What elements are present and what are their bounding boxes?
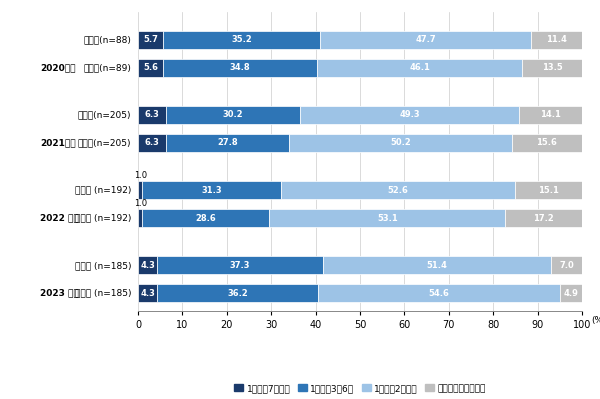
Text: 参加後 (n=185): 参加後 (n=185)	[75, 261, 131, 270]
Text: 4.9: 4.9	[563, 289, 578, 298]
Text: 50.2: 50.2	[391, 138, 411, 147]
Text: 6.3: 6.3	[145, 138, 160, 147]
Bar	[505, 209, 581, 227]
Text: 5.6: 5.6	[143, 63, 158, 72]
Bar	[269, 209, 505, 227]
Text: 参加前 (n=185): 参加前 (n=185)	[75, 289, 131, 298]
Text: 15.6: 15.6	[536, 138, 557, 147]
Text: 35.2: 35.2	[231, 35, 252, 44]
Bar	[138, 106, 166, 124]
Text: 参加後(n=205): 参加後(n=205)	[78, 111, 131, 119]
Text: 54.6: 54.6	[428, 289, 449, 298]
Bar	[157, 257, 323, 275]
Text: 51.4: 51.4	[427, 261, 447, 270]
Bar	[281, 181, 515, 199]
Text: 53.1: 53.1	[377, 213, 398, 223]
Bar	[166, 106, 300, 124]
Bar	[318, 284, 560, 302]
Bar	[138, 59, 163, 77]
Text: 参加後(n=88): 参加後(n=88)	[83, 35, 131, 44]
Bar	[317, 59, 522, 77]
Text: 31.3: 31.3	[202, 186, 222, 195]
Text: 参加前 (n=192): 参加前 (n=192)	[75, 213, 131, 223]
Bar	[560, 284, 582, 302]
Text: 4.3: 4.3	[140, 289, 155, 298]
Text: 34.8: 34.8	[230, 63, 250, 72]
Text: 1.0: 1.0	[134, 171, 147, 180]
Bar	[138, 181, 142, 199]
Text: 4.3: 4.3	[140, 261, 155, 270]
Bar	[522, 59, 582, 77]
Text: 11.4: 11.4	[546, 35, 567, 44]
Bar	[138, 284, 157, 302]
Bar	[320, 31, 532, 49]
Text: 49.3: 49.3	[399, 111, 420, 119]
Legend: 1週間に7回以上, 1週間に3〜6回, 1週間に2回以下, まったくしていない: 1週間に7回以上, 1週間に3〜6回, 1週間に2回以下, まったくしていない	[230, 380, 490, 397]
Text: 46.1: 46.1	[409, 63, 430, 72]
Bar	[289, 134, 512, 152]
Bar	[532, 31, 582, 49]
Bar	[323, 257, 551, 275]
Text: 参加後 (n=192): 参加後 (n=192)	[75, 186, 131, 195]
Text: (%): (%)	[591, 316, 600, 325]
Bar	[138, 31, 163, 49]
Bar	[157, 284, 318, 302]
Bar	[163, 31, 320, 49]
Text: 30.2: 30.2	[223, 111, 244, 119]
Text: 52.6: 52.6	[388, 186, 409, 195]
Bar	[166, 134, 289, 152]
Bar	[138, 257, 157, 275]
Text: 2020年度: 2020年度	[40, 63, 76, 72]
Text: 2021年度: 2021年度	[40, 138, 76, 147]
Text: 参加前(n=89): 参加前(n=89)	[83, 63, 131, 72]
Text: 15.1: 15.1	[538, 186, 559, 195]
Bar	[163, 59, 317, 77]
Text: 7.0: 7.0	[559, 261, 574, 270]
Text: 28.6: 28.6	[196, 213, 217, 223]
Bar	[138, 209, 142, 227]
Text: 2023 年度: 2023 年度	[40, 289, 79, 298]
Text: 2022 年度: 2022 年度	[40, 213, 79, 223]
Text: 参加前(n=205): 参加前(n=205)	[78, 138, 131, 147]
Text: 27.8: 27.8	[217, 138, 238, 147]
Text: 36.2: 36.2	[227, 289, 248, 298]
Text: 17.2: 17.2	[533, 213, 554, 223]
Bar	[519, 106, 581, 124]
Bar	[551, 257, 582, 275]
Text: 47.7: 47.7	[415, 35, 436, 44]
Bar	[515, 181, 582, 199]
Bar	[142, 181, 281, 199]
Bar	[300, 106, 519, 124]
Text: 6.3: 6.3	[145, 111, 160, 119]
Text: 5.7: 5.7	[143, 35, 158, 44]
Bar	[142, 209, 269, 227]
Text: 13.5: 13.5	[542, 63, 562, 72]
Text: 1.0: 1.0	[134, 199, 147, 208]
Text: 37.3: 37.3	[230, 261, 250, 270]
Text: 14.1: 14.1	[540, 111, 560, 119]
Bar	[138, 134, 166, 152]
Bar	[512, 134, 581, 152]
